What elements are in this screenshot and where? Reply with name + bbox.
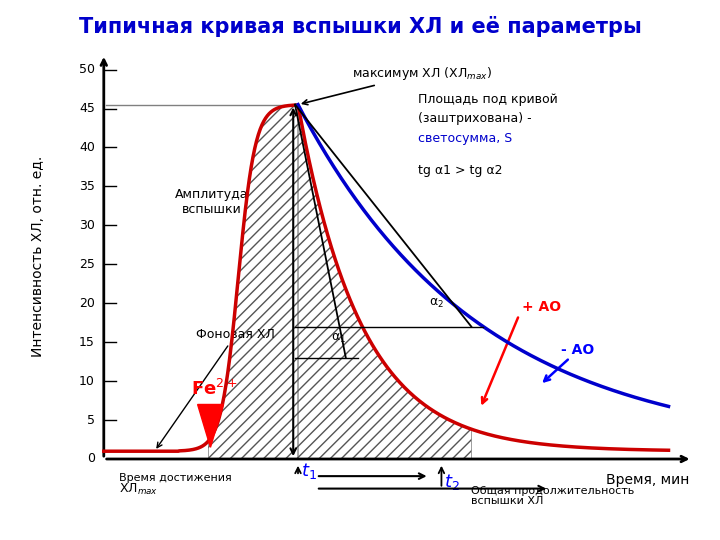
Text: Общая продолжительность: Общая продолжительность [472,486,634,496]
Text: 45: 45 [79,102,95,115]
Text: 15: 15 [79,336,95,349]
Text: Время достижения: Время достижения [119,473,231,483]
Text: Время, мин: Время, мин [606,473,690,487]
Text: ХЛ$_{max}$: ХЛ$_{max}$ [119,482,158,497]
Text: 30: 30 [79,219,95,232]
Text: 20: 20 [79,297,95,310]
Text: tg α1 > tg α2: tg α1 > tg α2 [418,164,502,177]
Text: Типичная кривая вспышки ХЛ и её параметры: Типичная кривая вспышки ХЛ и её параметр… [78,16,642,37]
Text: 35: 35 [79,180,95,193]
Text: светосумма, S: светосумма, S [418,132,512,145]
Text: Амплитуда
вспышки: Амплитуда вспышки [175,188,248,216]
Text: 5: 5 [87,414,95,427]
Text: максимум ХЛ (ХЛ$_{max}$): максимум ХЛ (ХЛ$_{max}$) [302,65,492,105]
Polygon shape [197,404,223,447]
Text: вспышки ХЛ: вспышки ХЛ [472,496,544,505]
Text: - АО: - АО [561,343,594,357]
Text: 50: 50 [78,63,95,76]
Text: 40: 40 [79,141,95,154]
Text: α$_2$: α$_2$ [429,296,444,310]
Text: (заштрихована) -: (заштрихована) - [418,112,535,125]
Text: + АО: + АО [522,300,561,314]
Text: 10: 10 [79,375,95,388]
Text: $t_2$: $t_2$ [444,472,460,492]
Text: α$_1$: α$_1$ [331,332,346,345]
Text: $t_1$: $t_1$ [301,461,317,481]
Text: Фоновая ХЛ: Фоновая ХЛ [157,328,275,448]
Text: Fe$^{2+}$: Fe$^{2+}$ [191,379,238,399]
Text: Площадь под кривой: Площадь под кривой [418,93,557,106]
Text: Интенсивность ХЛ, отн. ед.: Интенсивность ХЛ, отн. ед. [31,156,45,357]
Text: 25: 25 [79,258,95,271]
Text: 0: 0 [87,453,95,465]
